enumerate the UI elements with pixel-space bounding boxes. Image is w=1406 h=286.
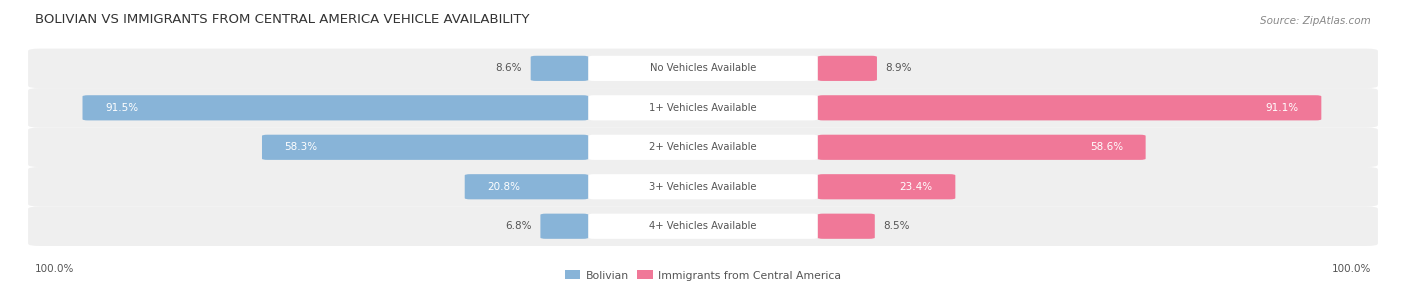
FancyBboxPatch shape <box>28 49 1378 88</box>
Text: 8.9%: 8.9% <box>886 63 912 73</box>
Text: 4+ Vehicles Available: 4+ Vehicles Available <box>650 221 756 231</box>
Text: No Vehicles Available: No Vehicles Available <box>650 63 756 73</box>
Text: 8.6%: 8.6% <box>496 63 522 73</box>
FancyBboxPatch shape <box>818 174 955 199</box>
Text: 100.0%: 100.0% <box>1331 264 1371 274</box>
FancyBboxPatch shape <box>588 135 818 160</box>
Text: 58.3%: 58.3% <box>284 142 318 152</box>
Text: 3+ Vehicles Available: 3+ Vehicles Available <box>650 182 756 192</box>
FancyBboxPatch shape <box>28 88 1378 128</box>
FancyBboxPatch shape <box>588 214 818 239</box>
FancyBboxPatch shape <box>28 206 1378 246</box>
FancyBboxPatch shape <box>588 56 818 81</box>
Text: 1+ Vehicles Available: 1+ Vehicles Available <box>650 103 756 113</box>
FancyBboxPatch shape <box>818 135 1146 160</box>
FancyBboxPatch shape <box>588 174 818 199</box>
FancyBboxPatch shape <box>465 174 588 199</box>
FancyBboxPatch shape <box>588 95 818 120</box>
Text: 100.0%: 100.0% <box>35 264 75 274</box>
FancyBboxPatch shape <box>540 214 588 239</box>
Text: 23.4%: 23.4% <box>900 182 932 192</box>
FancyBboxPatch shape <box>530 56 588 81</box>
Text: 58.6%: 58.6% <box>1090 142 1123 152</box>
FancyBboxPatch shape <box>28 167 1378 206</box>
Text: Source: ZipAtlas.com: Source: ZipAtlas.com <box>1260 16 1371 26</box>
FancyBboxPatch shape <box>262 135 588 160</box>
Text: BOLIVIAN VS IMMIGRANTS FROM CENTRAL AMERICA VEHICLE AVAILABILITY: BOLIVIAN VS IMMIGRANTS FROM CENTRAL AMER… <box>35 13 530 26</box>
Legend: Bolivian, Immigrants from Central America: Bolivian, Immigrants from Central Americ… <box>565 270 841 281</box>
FancyBboxPatch shape <box>818 95 1322 120</box>
FancyBboxPatch shape <box>83 95 588 120</box>
Text: 2+ Vehicles Available: 2+ Vehicles Available <box>650 142 756 152</box>
Text: 20.8%: 20.8% <box>488 182 520 192</box>
FancyBboxPatch shape <box>818 214 875 239</box>
Text: 91.5%: 91.5% <box>105 103 138 113</box>
FancyBboxPatch shape <box>818 56 877 81</box>
Text: 8.5%: 8.5% <box>883 221 910 231</box>
FancyBboxPatch shape <box>28 128 1378 167</box>
Text: 91.1%: 91.1% <box>1265 103 1299 113</box>
Text: 6.8%: 6.8% <box>506 221 531 231</box>
